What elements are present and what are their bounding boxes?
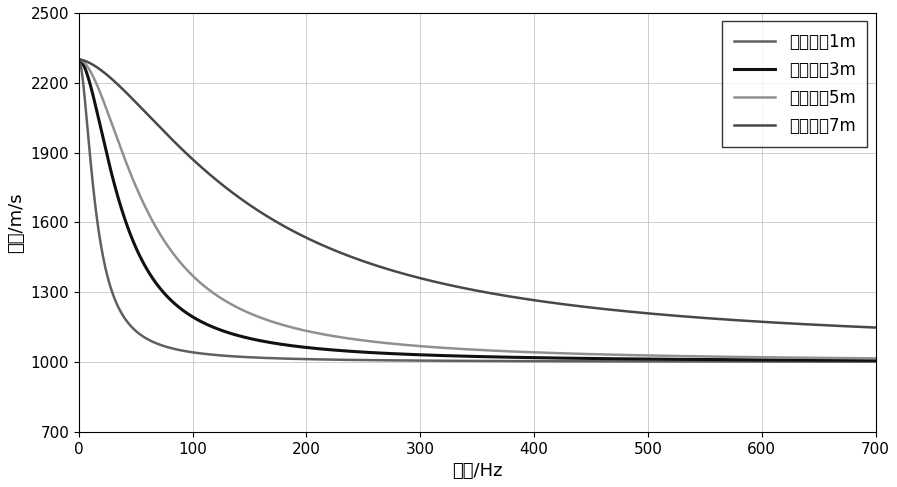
- 煎层厚度7m: [107, 76, 118, 82]
- 煎层厚度7m: [230, 192, 240, 198]
- Legend: 煎层厚度1m, 煎层厚度3m, 煎层厚度5m, 煎层厚度7m: 煎层厚度1m, 煎层厚度3m, 煎层厚度5m, 煎层厚度7m: [722, 21, 867, 147]
- 煎层厚度1m: [107, 288, 118, 294]
- 煎层厚度7m: [74, 56, 84, 62]
- Line: 煎层厚度7m: 煎层厚度7m: [79, 59, 875, 328]
- 煎层厚度3m: [463, 354, 474, 359]
- 煎层厚度1m: [121, 318, 132, 324]
- Y-axis label: 速度/m/s: 速度/m/s: [7, 192, 25, 253]
- Line: 煎层厚度5m: 煎层厚度5m: [79, 59, 875, 358]
- 煎层厚度3m: [77, 60, 88, 66]
- 煎层厚度5m: [107, 121, 118, 127]
- 煎层厚度1m: [870, 359, 881, 365]
- Line: 煎层厚度3m: 煎层厚度3m: [79, 59, 875, 360]
- 煎层厚度7m: [828, 323, 839, 329]
- X-axis label: 频率/Hz: 频率/Hz: [452, 462, 502, 480]
- 煎层厚度3m: [74, 56, 84, 62]
- 煎层厚度3m: [828, 357, 839, 363]
- 煎层厚度7m: [121, 90, 132, 96]
- 煎层厚度1m: [828, 359, 839, 365]
- 煎层厚度1m: [463, 358, 474, 364]
- 煎层厚度1m: [77, 74, 88, 79]
- 煎层厚度3m: [230, 332, 240, 337]
- 煎层厚度5m: [870, 356, 881, 361]
- 煎层厚度5m: [463, 346, 474, 352]
- 煎层厚度7m: [870, 325, 881, 331]
- 煎层厚度3m: [107, 171, 118, 177]
- 煎层厚度1m: [74, 56, 84, 62]
- 煎层厚度7m: [463, 286, 474, 292]
- 煎层厚度5m: [828, 355, 839, 361]
- 煎层厚度5m: [230, 303, 240, 309]
- 煎层厚度1m: [230, 354, 240, 359]
- 煎层厚度7m: [77, 57, 88, 63]
- 煎层厚度3m: [121, 221, 132, 227]
- 煎层厚度5m: [74, 56, 84, 62]
- 煎层厚度5m: [77, 58, 88, 64]
- 煎层厚度5m: [121, 160, 132, 166]
- Line: 煎层厚度1m: 煎层厚度1m: [79, 59, 875, 362]
- 煎层厚度3m: [870, 357, 881, 363]
